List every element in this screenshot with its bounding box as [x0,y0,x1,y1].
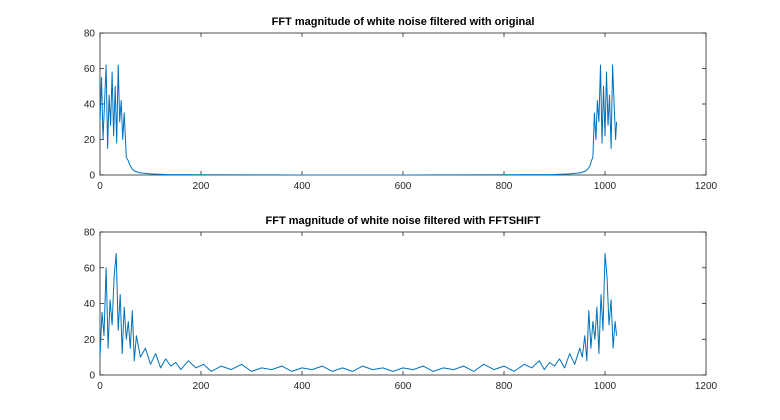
subplot-top-ytick-label: 0 [89,171,95,182]
subplot-bottom-title: FFT magnitude of white noise filtered wi… [266,215,541,227]
subplot-top: FFT magnitude of white noise filtered wi… [84,16,718,192]
subplot-bottom-xtick-label: 200 [193,381,210,392]
subplot-top-xtick-label: 600 [395,181,412,192]
subplot-bottom-series-line [99,252,618,372]
subplot-top-xtick-label: 1000 [594,181,617,192]
subplot-top-series-line [99,64,618,176]
subplot-bottom-ytick-label: 0 [89,371,95,382]
subplot-bottom-axes [99,231,707,376]
subplot-top-xtick-label: 1200 [695,181,718,192]
subplot-top-axes [99,32,707,176]
subplot-top-title: FFT magnitude of white noise filtered wi… [272,16,535,28]
subplot-bottom-xtick-label: 600 [395,381,412,392]
subplot-top-ytick-label: 80 [84,29,96,40]
subplot-top-ytick-label: 40 [84,100,96,111]
subplot-bottom-xtick-label: 1000 [594,381,617,392]
subplot-top-xtick-label: 800 [496,181,513,192]
subplot-bottom-ytick-label: 60 [84,263,96,274]
subplot-bottom-xtick-label: 1200 [695,381,718,392]
subplot-top-ytick-label: 60 [84,64,96,75]
subplot-bottom-xtick-label: 800 [496,381,513,392]
subplot-bottom-xtick-label: 0 [97,381,103,392]
subplot-bottom-ytick-label: 80 [84,228,96,239]
subplot-top-ytick-label: 20 [84,135,96,146]
subplot-top-xtick-label: 200 [193,181,210,192]
subplot-bottom-ytick-label: 20 [84,335,96,346]
subplot-top-xtick-label: 0 [97,181,103,192]
subplot-bottom: FFT magnitude of white noise filtered wi… [84,215,718,392]
subplot-bottom-xtick-label: 400 [294,381,311,392]
subplot-bottom-ytick-label: 40 [84,299,96,310]
subplot-bottom-ticks: 0 200 400 600 800 1000 1200 0 20 40 60 80 [84,228,718,393]
subplot-top-xtick-label: 400 [294,181,311,192]
